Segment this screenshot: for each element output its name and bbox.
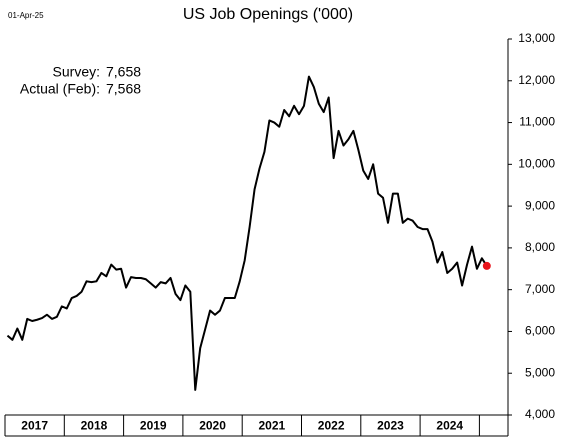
annotation-label: Actual (Feb): (20, 81, 100, 97)
y-tick-label: 11,000 (519, 115, 555, 129)
y-tick-label: 9,000 (525, 198, 555, 212)
chart-title: US Job Openings ('000) (183, 6, 353, 23)
x-tick-label: 2021 (258, 419, 285, 433)
x-tick-label: 2018 (81, 419, 108, 433)
x-tick-label: 2024 (436, 419, 463, 433)
annotation-label: Survey: (53, 64, 100, 80)
x-tick-label: 2019 (140, 419, 167, 433)
y-tick-label: 6,000 (525, 324, 555, 338)
y-tick-label: 10,000 (518, 157, 555, 171)
y-tick-label: 8,000 (525, 240, 555, 254)
last-point (482, 261, 491, 270)
data-line (6, 75, 488, 391)
y-tick-label: 12,000 (518, 73, 555, 87)
annotation-value: 7,568 (106, 81, 141, 97)
y-tick-label: 4,000 (525, 407, 555, 421)
date-label: 01-Apr-25 (8, 11, 44, 20)
y-tick-label: 7,000 (525, 282, 555, 296)
annotation-value: 7,658 (106, 64, 141, 80)
y-tick-label: 13,000 (518, 31, 555, 45)
y-tick-label: 5,000 (525, 365, 555, 379)
x-tick-label: 2022 (318, 419, 345, 433)
x-tick-label: 2020 (199, 419, 226, 433)
x-tick-label: 2017 (21, 419, 48, 433)
x-tick-label: 2023 (377, 419, 404, 433)
